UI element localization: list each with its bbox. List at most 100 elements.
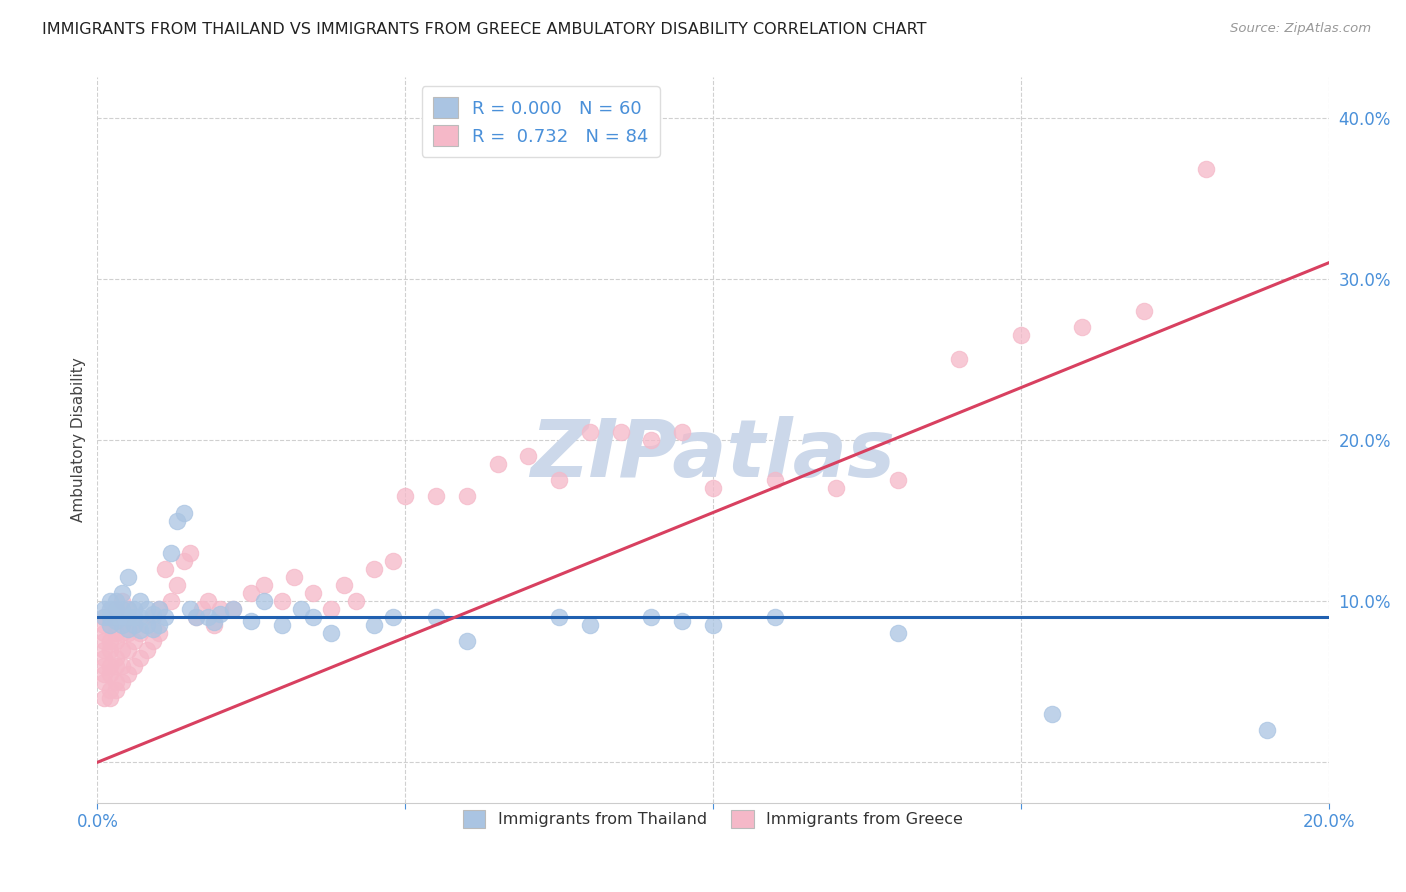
Point [98,682,121,697]
Point [104,610,127,624]
Point [344,594,367,608]
Point [671,425,693,439]
Point [104,614,127,628]
Point [142,634,165,648]
Text: Source: ZipAtlas.com: Source: ZipAtlas.com [1230,22,1371,36]
Point [240,586,263,600]
Point [124,618,146,632]
Point [98,666,121,681]
Point [148,626,170,640]
Point [117,626,139,640]
Point [222,602,245,616]
Point [104,602,127,616]
Point [111,642,134,657]
Point [111,602,134,616]
Point [825,481,848,495]
Point [142,610,165,624]
Point [179,602,201,616]
Point [117,666,139,681]
Point [117,622,139,636]
Point [179,546,201,560]
Point [1256,723,1278,737]
Point [124,658,146,673]
Point [142,622,165,636]
Point [98,618,121,632]
Point [456,490,478,504]
Point [948,352,970,367]
Point [609,425,631,439]
Point [93,650,115,665]
Point [135,618,157,632]
Point [124,618,146,632]
Point [98,658,121,673]
Point [332,578,354,592]
Point [671,614,693,628]
Point [135,642,157,657]
Point [173,506,195,520]
Point [98,642,121,657]
Point [98,610,121,624]
Point [1133,304,1156,318]
Point [363,618,385,632]
Point [93,658,115,673]
Point [579,425,602,439]
Point [129,650,152,665]
Point [104,674,127,689]
Text: ZIPatlas: ZIPatlas [530,416,896,493]
Point [135,602,157,616]
Point [1040,706,1063,721]
Point [302,610,325,624]
Point [381,554,404,568]
Point [153,610,176,624]
Point [763,473,786,487]
Legend: Immigrants from Thailand, Immigrants from Greece: Immigrants from Thailand, Immigrants fro… [457,804,970,835]
Point [104,658,127,673]
Point [129,594,152,608]
Point [252,578,274,592]
Point [148,602,170,616]
Point [640,610,662,624]
Point [111,626,134,640]
Y-axis label: Ambulatory Disability: Ambulatory Disability [72,358,86,523]
Point [1071,320,1094,334]
Point [290,602,312,616]
Point [702,618,724,632]
Point [184,610,207,624]
Point [117,602,139,616]
Point [93,634,115,648]
Point [1010,328,1032,343]
Point [93,626,115,640]
Point [321,626,343,640]
Point [517,449,540,463]
Point [240,614,263,628]
Point [160,546,183,560]
Point [173,554,195,568]
Point [271,594,294,608]
Point [104,682,127,697]
Point [124,634,146,648]
Point [117,610,139,624]
Point [381,610,404,624]
Point [124,610,146,624]
Point [579,618,602,632]
Point [93,618,115,632]
Point [209,607,232,621]
Point [117,602,139,616]
Point [202,618,225,632]
Point [202,615,225,629]
Point [93,674,115,689]
Point [117,570,139,584]
Point [321,602,343,616]
Point [166,514,188,528]
Point [252,594,274,608]
Point [98,602,121,616]
Point [191,602,214,616]
Point [142,607,165,621]
Point [209,602,232,616]
Point [129,626,152,640]
Point [93,610,115,624]
Point [702,481,724,495]
Point [93,690,115,705]
Text: IMMIGRANTS FROM THAILAND VS IMMIGRANTS FROM GREECE AMBULATORY DISABILITY CORRELA: IMMIGRANTS FROM THAILAND VS IMMIGRANTS F… [42,22,927,37]
Point [135,618,157,632]
